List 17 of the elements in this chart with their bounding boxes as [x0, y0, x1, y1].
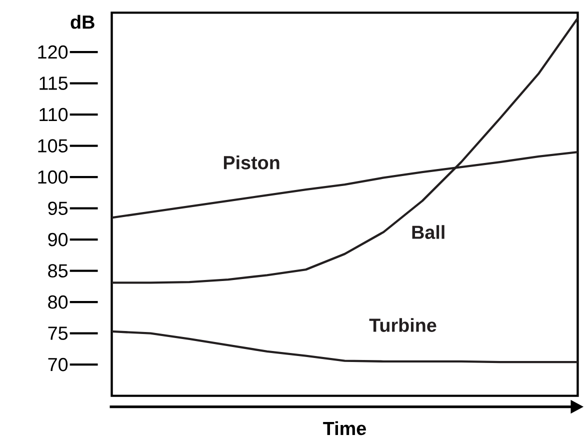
y-tick-label: 85: [48, 264, 68, 278]
y-tick-label: 75: [48, 326, 68, 340]
series-label: Piston: [224, 155, 280, 170]
y-tick-label: 90: [48, 232, 68, 246]
y-tick-label: 95: [48, 201, 68, 215]
y-tick-label: 80: [48, 295, 68, 309]
series-label: Ball: [412, 224, 444, 239]
x-axis-title: Time: [323, 421, 366, 435]
y-tick-label: 110: [40, 108, 68, 122]
line-series: [110, 16, 579, 284]
y-tick-label: 100: [38, 170, 68, 184]
y-axis-title: dB: [70, 14, 94, 29]
y-tick-label: 70: [48, 358, 68, 372]
y-tick-label: 120: [38, 45, 68, 59]
y-tick-label: 115: [40, 76, 68, 90]
y-tick-label: 105: [38, 138, 68, 152]
series-label: Turbine: [369, 318, 436, 332]
